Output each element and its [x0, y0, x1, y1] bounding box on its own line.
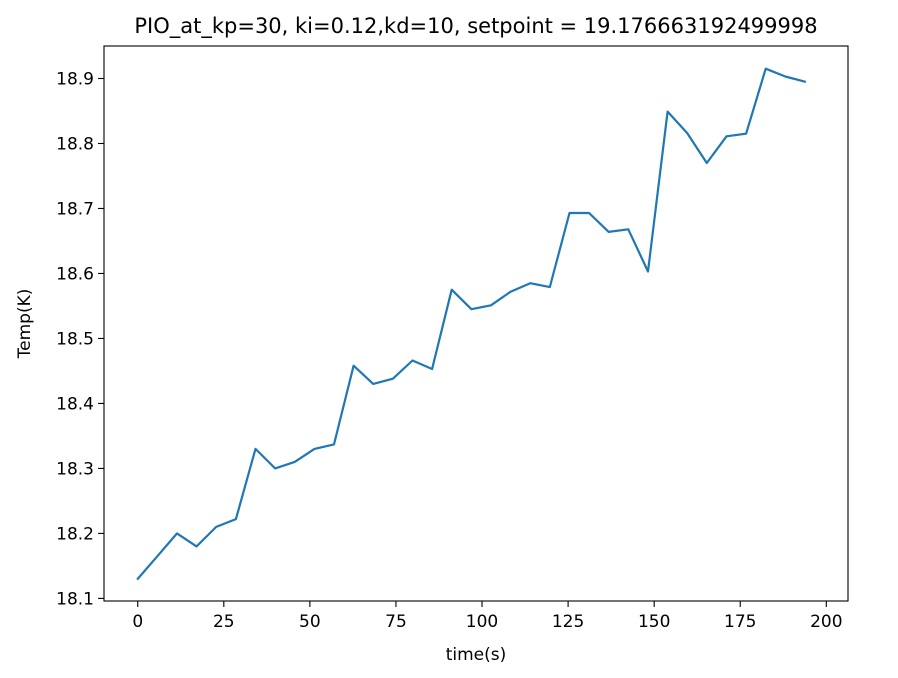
- y-tick-label: 18.5: [56, 329, 94, 349]
- x-tick-label: 75: [385, 612, 407, 632]
- x-tick-label: 50: [299, 612, 321, 632]
- y-axis-label: Temp(K): [15, 289, 35, 360]
- x-axis-label: time(s): [446, 645, 507, 665]
- y-tick-label: 18.1: [56, 589, 94, 609]
- plot-group: [136, 67, 807, 581]
- y-tick-label: 18.3: [56, 459, 94, 479]
- x-tick-label: 175: [724, 612, 756, 632]
- x-tick-label: 125: [552, 612, 584, 632]
- x-tick-label: 25: [213, 612, 235, 632]
- x-tick-label: 0: [132, 612, 143, 632]
- plot-frame: [103, 45, 849, 602]
- x-tick-label: 150: [638, 612, 670, 632]
- x-tick-label: 200: [810, 612, 842, 632]
- y-tick-label: 18.9: [56, 69, 94, 89]
- y-tick-label: 18.8: [56, 134, 94, 154]
- y-tick-label: 18.2: [56, 524, 94, 544]
- chart-title: PIO_at_kp=30, ki=0.12,kd=10, setpoint = …: [134, 14, 817, 39]
- ticks-group: 0 25 50 75 100 125 150 175 200 18.1 18.2 18.3 18.4 18…: [56, 69, 842, 632]
- y-tick-label: 18.6: [56, 264, 94, 284]
- y-tick-label: 18.7: [56, 199, 94, 219]
- y-tick-label: 18.4: [56, 394, 94, 414]
- series-line-0: [136, 67, 807, 581]
- x-tick-label: 100: [466, 612, 498, 632]
